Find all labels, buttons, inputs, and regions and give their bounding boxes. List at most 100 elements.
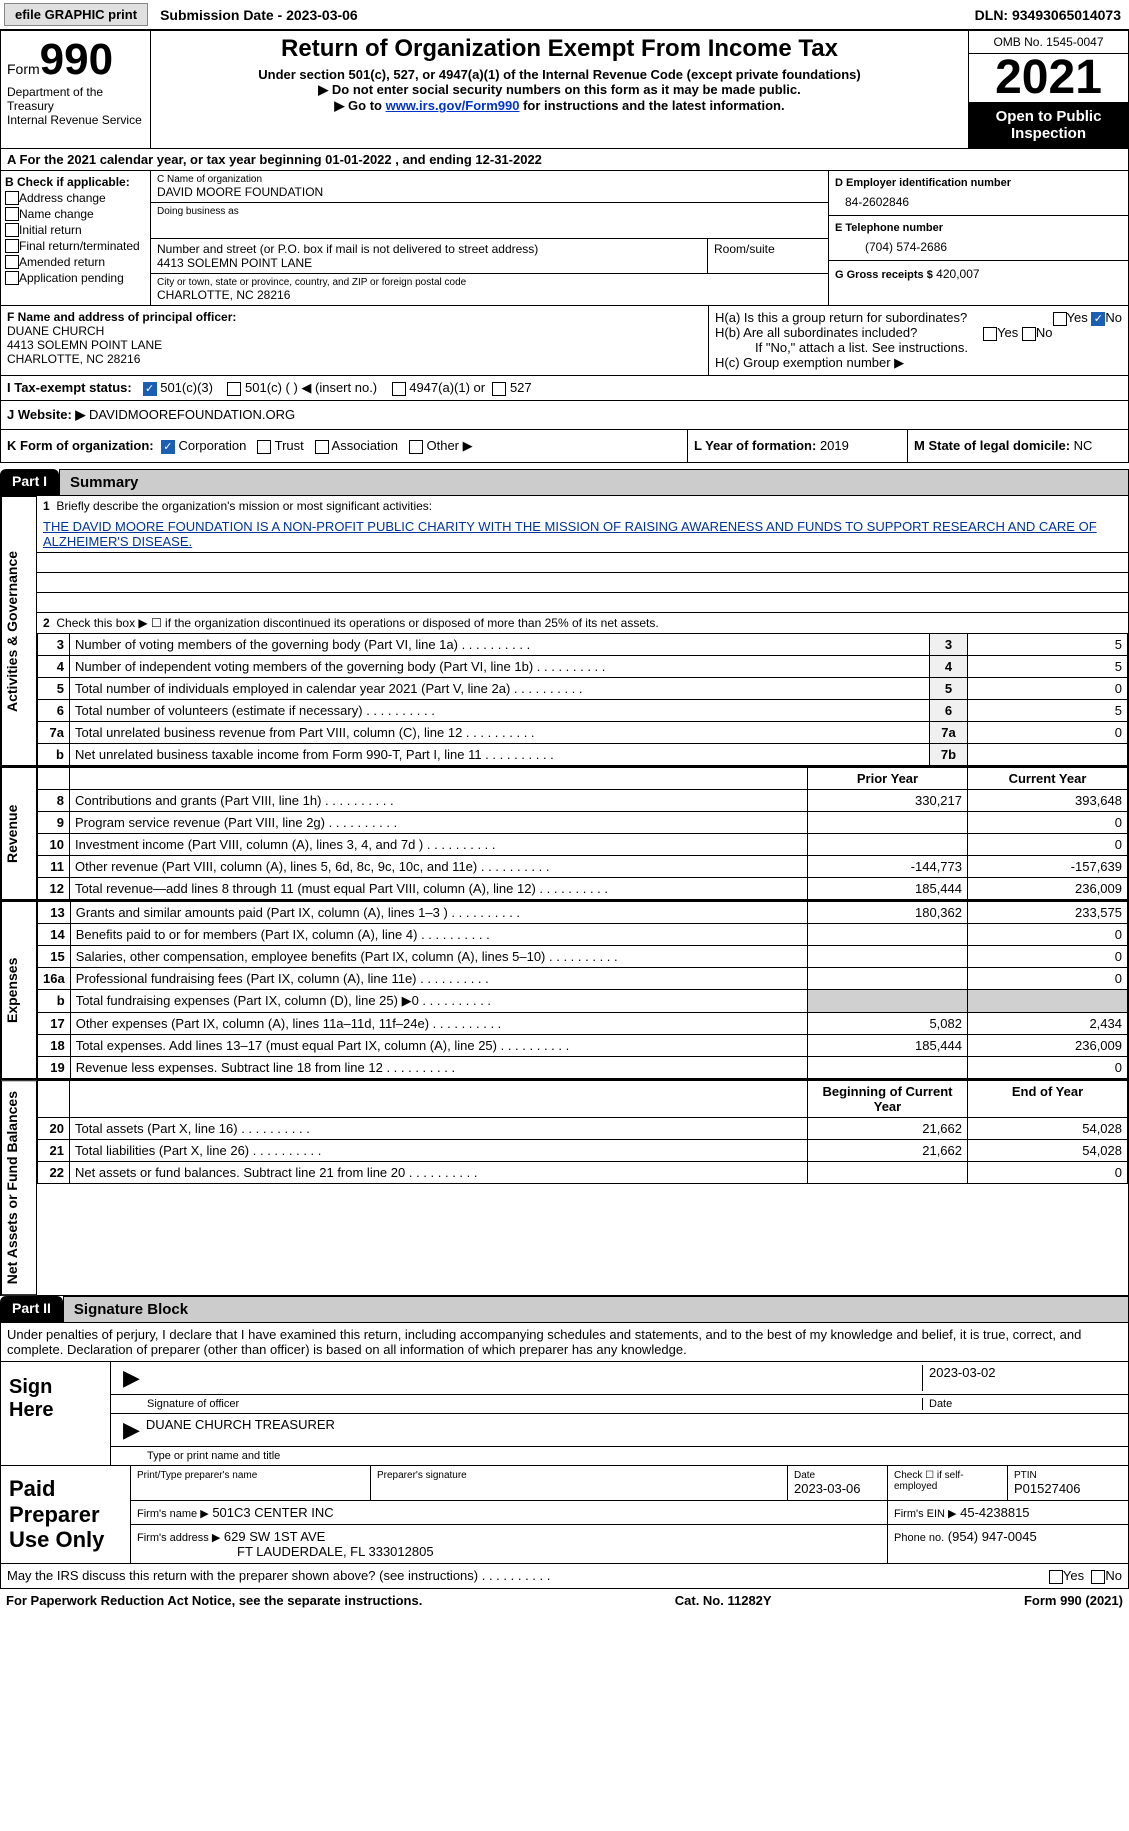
- part1-title: Summary: [59, 469, 1129, 496]
- chk-association[interactable]: [315, 440, 329, 454]
- officer-name: DUANE CHURCH: [7, 324, 702, 338]
- header-right: OMB No. 1545-0047 2021 Open to Public In…: [968, 31, 1128, 148]
- irs-label: Internal Revenue Service: [7, 113, 144, 127]
- year-formation-label: L Year of formation:: [694, 438, 816, 453]
- opt-corporation: Corporation: [178, 438, 246, 453]
- form-number: 990: [40, 35, 113, 84]
- hb-label: H(b) Are all subordinates included?: [715, 325, 917, 340]
- org-name-label: C Name of organization: [157, 174, 822, 185]
- irs-link[interactable]: www.irs.gov/Form990: [386, 98, 520, 113]
- no-label-2: No: [1036, 325, 1053, 340]
- chk-4947[interactable]: [392, 382, 406, 396]
- revenue-table: Prior YearCurrent Year8Contributions and…: [37, 767, 1128, 900]
- chk-527[interactable]: [492, 382, 506, 396]
- part2-header-row: Part II Signature Block: [0, 1296, 1129, 1323]
- revenue-section: Revenue Prior YearCurrent Year8Contribut…: [0, 767, 1129, 901]
- side-activities-governance: Activities & Governance: [1, 496, 37, 766]
- discuss-no-label: No: [1105, 1568, 1122, 1583]
- perjury-declaration: Under penalties of perjury, I declare th…: [1, 1323, 1128, 1361]
- ha-no[interactable]: ✓: [1091, 312, 1105, 326]
- side-expenses: Expenses: [1, 901, 37, 1079]
- hb-yes[interactable]: [983, 327, 997, 341]
- q1-label: Briefly describe the organization's miss…: [56, 499, 432, 513]
- chk-name-change[interactable]: [5, 207, 19, 221]
- firm-phone-value: (954) 947-0045: [948, 1529, 1037, 1544]
- chk-initial-return[interactable]: [5, 223, 19, 237]
- lbl-final-return: Final return/terminated: [19, 239, 140, 253]
- checkbox-column: B Check if applicable: Address change Na…: [1, 171, 151, 305]
- form-of-org-label: K Form of organization:: [7, 438, 154, 453]
- section-fh: F Name and address of principal officer:…: [0, 306, 1129, 376]
- no-label: No: [1105, 310, 1122, 325]
- hb-no[interactable]: [1022, 327, 1036, 341]
- prep-date-label: Date: [794, 1470, 881, 1481]
- part1-body: Activities & Governance 1 Briefly descri…: [0, 496, 1129, 767]
- self-employed-check[interactable]: Check ☐ if self-employed: [888, 1466, 1008, 1500]
- form-note2: ▶ Go to www.irs.gov/Form990 for instruct…: [157, 98, 962, 114]
- chk-application-pending[interactable]: [5, 271, 19, 285]
- chk-other[interactable]: [409, 440, 423, 454]
- sig-date-value: 2023-03-02: [922, 1365, 1122, 1391]
- ptin-label: PTIN: [1014, 1470, 1122, 1481]
- website-value: DAVIDMOOREFOUNDATION.ORG: [89, 407, 295, 422]
- preparer-sig-label: Preparer's signature: [377, 1470, 781, 1481]
- chk-501c[interactable]: [227, 382, 241, 396]
- form-title: Return of Organization Exempt From Incom…: [157, 35, 962, 63]
- opt-other: Other ▶: [426, 438, 472, 453]
- opt-trust: Trust: [275, 438, 304, 453]
- open-to-public: Open to Public Inspection: [969, 102, 1128, 148]
- typed-name-label: Type or print name and title: [117, 1450, 280, 1462]
- preparer-name-label: Print/Type preparer's name: [137, 1470, 364, 1481]
- officer-label: F Name and address of principal officer:: [7, 310, 702, 324]
- org-name-value: DAVID MOORE FOUNDATION: [157, 185, 822, 199]
- ha-yes[interactable]: [1053, 312, 1067, 326]
- dba-label: Doing business as: [157, 206, 822, 217]
- discuss-yes[interactable]: [1049, 1570, 1063, 1584]
- netassets-table: Beginning of Current YearEnd of Year20To…: [37, 1080, 1128, 1184]
- header-center: Return of Organization Exempt From Incom…: [151, 31, 968, 148]
- secI-label: I Tax-exempt status:: [7, 380, 132, 395]
- side-revenue: Revenue: [1, 767, 37, 900]
- chk-amended-return[interactable]: [5, 255, 19, 269]
- phone-label: E Telephone number: [835, 222, 1122, 234]
- hb-note: If "No," attach a list. See instructions…: [715, 340, 1122, 355]
- form-subtitle: Under section 501(c), 527, or 4947(a)(1)…: [157, 67, 962, 82]
- chk-trust[interactable]: [257, 440, 271, 454]
- firm-ein-label: Firm's EIN ▶: [894, 1508, 957, 1520]
- website-label-fix: J Website: ▶: [7, 407, 85, 422]
- state-domicile-label: M State of legal domicile:: [914, 438, 1070, 453]
- sig-officer-label: Signature of officer: [117, 1398, 922, 1410]
- part2-tag: Part II: [0, 1296, 63, 1323]
- org-info-column: C Name of organizationDAVID MOORE FOUNDA…: [151, 171, 828, 305]
- cat-number: Cat. No. 11282Y: [675, 1593, 772, 1608]
- year-formation-value: 2019: [820, 438, 849, 453]
- chk-501c3[interactable]: ✓: [143, 382, 157, 396]
- section-bcdeg: B Check if applicable: Address change Na…: [0, 171, 1129, 306]
- phone-value: (704) 574-2686: [835, 234, 1122, 254]
- pra-notice: For Paperwork Reduction Act Notice, see …: [6, 1593, 422, 1608]
- opt-527: 527: [510, 380, 532, 395]
- chk-final-return[interactable]: [5, 239, 19, 253]
- discuss-no[interactable]: [1091, 1570, 1105, 1584]
- form-header: Form990 Department of the Treasury Inter…: [0, 30, 1129, 149]
- firm-addr1-value: 629 SW 1ST AVE: [224, 1529, 325, 1544]
- chk-address-change[interactable]: [5, 191, 19, 205]
- ein-label: D Employer identification number: [835, 177, 1122, 189]
- hc-label: H(c) Group exemption number ▶: [715, 355, 1122, 371]
- firm-name-label: Firm's name ▶: [137, 1508, 209, 1520]
- expenses-section: Expenses 13Grants and similar amounts pa…: [0, 901, 1129, 1080]
- header-left: Form990 Department of the Treasury Inter…: [1, 31, 151, 148]
- efile-print-button[interactable]: efile GRAPHIC print: [4, 3, 148, 26]
- officer-addr1: 4413 SOLEMN POINT LANE: [7, 338, 702, 352]
- chk-corporation[interactable]: ✓: [161, 440, 175, 454]
- sig-arrow-icon: ▶: [117, 1365, 146, 1391]
- submission-date: Submission Date - 2023-03-06: [152, 7, 366, 23]
- tax-exempt-status: I Tax-exempt status: ✓ 501(c)(3) 501(c) …: [0, 376, 1129, 401]
- opt-501c: 501(c) ( ) ◀ (insert no.): [245, 380, 377, 395]
- officer-addr2: CHARLOTTE, NC 28216: [7, 352, 702, 366]
- opt-501c3: 501(c)(3): [160, 380, 213, 395]
- date-label: Date: [922, 1398, 1122, 1410]
- discuss-row: May the IRS discuss this return with the…: [0, 1564, 1129, 1589]
- lbl-name-change: Name change: [19, 207, 94, 221]
- lbl-address-change: Address change: [19, 191, 106, 205]
